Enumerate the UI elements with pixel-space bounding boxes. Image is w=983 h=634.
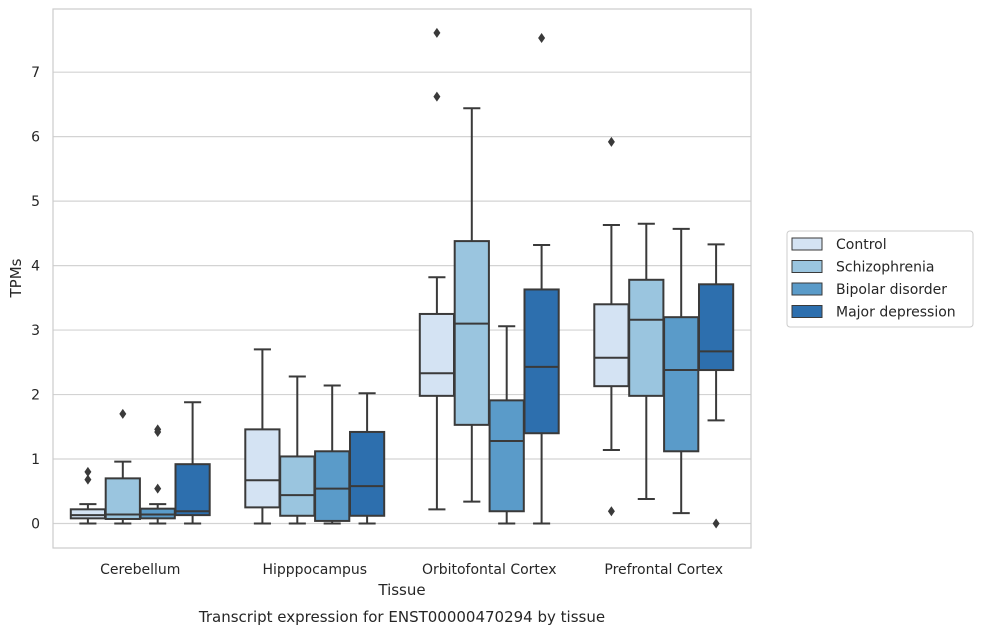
legend-swatch (791, 305, 823, 318)
legend: Control Schizophrenia Bipolar disorder Majo… (786, 230, 974, 328)
box-2-2 (279, 375, 316, 525)
x-tick-label: Hipppocampus (262, 562, 367, 578)
outlier-point (154, 483, 162, 494)
x-tick-labels: Cerebellum Hipppocampus Orbitofontal Corte… (100, 562, 723, 578)
box-iqr (279, 455, 316, 517)
outlier-point (84, 466, 92, 477)
outlier-point (538, 33, 546, 44)
y-tick-label: 7 (31, 65, 40, 81)
box-iqr (453, 240, 490, 426)
box-iqr (104, 477, 141, 520)
outlier-point (607, 136, 615, 147)
box-iqr (523, 288, 560, 435)
y-tick-label: 4 (31, 259, 40, 275)
box-4-4 (697, 243, 735, 529)
legend-swatch (791, 282, 823, 296)
outlier-point (119, 408, 127, 419)
box-iqr (69, 508, 107, 520)
x-tick-label: Cerebellum (100, 562, 180, 578)
box-4-1 (174, 401, 211, 525)
box-3-2 (314, 384, 351, 525)
y-tick-label: 5 (31, 194, 40, 210)
box-2-1 (104, 408, 141, 525)
outlier-point (84, 474, 92, 485)
legend-label: Schizophrenia (836, 260, 934, 276)
box-iqr (697, 283, 735, 372)
y-tick-label: 0 (31, 517, 40, 533)
box-iqr (628, 278, 665, 397)
y-tick-label: 1 (31, 452, 40, 468)
box-1-2 (244, 348, 281, 525)
x-tick-label: Prefrontal Cortex (604, 562, 723, 578)
box-iqr (488, 399, 525, 513)
legend-swatch (791, 260, 823, 273)
legend-box (786, 230, 974, 328)
box-iqr (314, 450, 351, 522)
box-3-1 (139, 424, 176, 525)
outlier-point (712, 518, 720, 529)
grid-lines (53, 71, 751, 525)
y-tick-label: 3 (31, 323, 40, 339)
box-iqr (593, 303, 630, 388)
outlier-point (433, 91, 441, 102)
legend-swatch (791, 237, 823, 251)
y-tick-label: 2 (31, 388, 40, 404)
box-iqr (663, 316, 700, 453)
legend-items: Control Schizophrenia Bipolar disorder Majo… (791, 237, 956, 321)
x-axis-title: Tissue (377, 581, 425, 599)
chart-caption: Transcript expression for ENST0000047029… (198, 608, 605, 626)
y-tick-labels: 0 1 2 3 4 5 6 7 (31, 65, 40, 532)
box-1-1 (69, 466, 107, 525)
box-3-3 (488, 325, 525, 525)
outlier-point (154, 424, 162, 435)
box-iqr (174, 463, 211, 517)
y-axis-title: TPMs (7, 258, 25, 298)
outlier-point (607, 506, 615, 517)
x-tick-label: Orbitofontal Cortex (422, 562, 557, 578)
outlier-point (433, 27, 441, 38)
box-4-3 (523, 33, 560, 525)
legend-label: Bipolar disorder (836, 282, 947, 298)
box-1-3 (418, 27, 456, 511)
box-4-2 (348, 392, 386, 525)
box-3-4 (663, 227, 700, 515)
box-iqr (348, 430, 386, 517)
box-2-4 (628, 222, 665, 500)
plot-frame (52, 8, 752, 549)
y-tick-label: 6 (31, 130, 40, 146)
legend-label: Major depression (836, 305, 956, 321)
box-iqr (244, 428, 281, 509)
box-iqr (418, 312, 456, 397)
box-2-3 (453, 107, 490, 503)
legend-label: Control (836, 237, 887, 253)
box-groups (69, 27, 735, 529)
